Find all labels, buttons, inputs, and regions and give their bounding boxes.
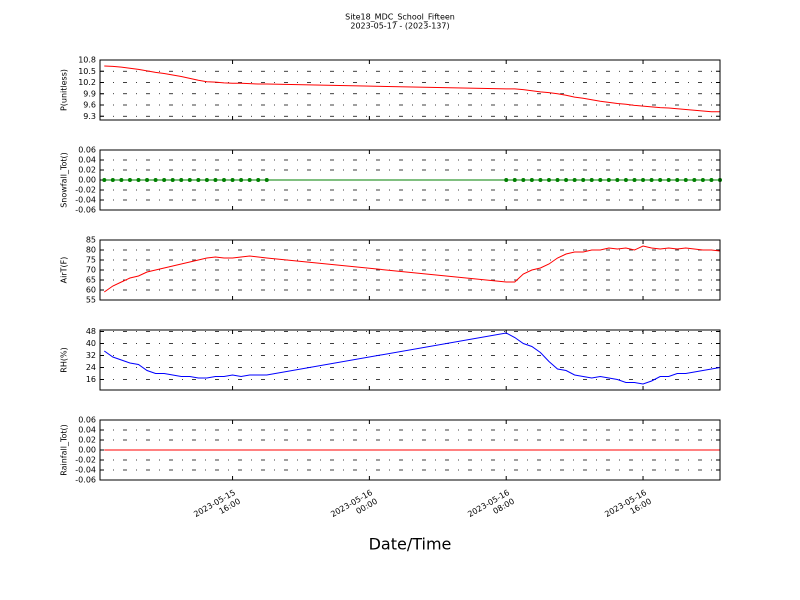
data-point	[127, 178, 132, 182]
data-point	[222, 178, 226, 182]
data-point	[512, 178, 517, 182]
y-tick-label: 10.2	[78, 78, 96, 87]
y-tick-label: -0.02	[75, 186, 96, 195]
y-tick-label: 80	[86, 246, 96, 255]
data-point	[110, 178, 115, 182]
data-point	[145, 178, 150, 182]
y-tick-label: 40	[86, 339, 96, 348]
y-tick-label: 0.02	[78, 166, 96, 175]
data-point	[162, 178, 167, 182]
data-point	[213, 178, 218, 182]
data-point	[632, 178, 637, 182]
y-tick-label: 10.8	[78, 56, 96, 65]
y-tick-label: 85	[86, 236, 96, 245]
data-point	[538, 178, 543, 182]
data-point	[256, 178, 261, 182]
x-axis-title: Date/Time	[369, 535, 452, 554]
data-point	[581, 178, 586, 182]
y-axis-title: P(unitless)	[60, 69, 69, 111]
data-point	[709, 178, 714, 182]
y-tick-label: 16	[86, 375, 96, 384]
panel-frame	[99, 329, 721, 391]
y-tick-label: -0.06	[75, 476, 96, 485]
chart-subtitle: 2023-05-17 - (2023-137)	[350, 22, 449, 31]
data-point	[264, 178, 269, 182]
y-tick-label: 9.3	[83, 112, 96, 121]
data-point	[598, 178, 603, 182]
data-point	[230, 178, 235, 182]
chart-title: Site18_MDC_School_Fifteen	[345, 13, 455, 22]
data-line	[103, 332, 721, 385]
data-point	[179, 178, 184, 182]
data-point	[615, 178, 620, 182]
data-point	[546, 178, 551, 182]
data-point	[555, 178, 560, 182]
y-axis-title: Rainfall_Tot()	[60, 424, 69, 476]
y-tick-label: 9.9	[83, 89, 96, 98]
y-tick-label: -0.04	[75, 466, 96, 475]
y-tick-label: 9.6	[83, 101, 96, 110]
data-line	[103, 245, 721, 293]
data-point	[589, 178, 594, 182]
data-point	[119, 178, 124, 182]
data-point	[675, 178, 680, 182]
data-point	[606, 178, 611, 182]
y-tick-label: 0.06	[78, 146, 96, 155]
y-tick-label: 55	[86, 296, 96, 305]
data-point	[153, 178, 158, 182]
data-point	[683, 178, 688, 182]
y-tick-label: 75	[86, 256, 96, 265]
y-axis-title: AirT(F)	[60, 257, 69, 284]
data-point	[572, 178, 577, 182]
data-point	[666, 178, 671, 182]
y-tick-label: 60	[86, 286, 96, 295]
data-point	[247, 178, 252, 182]
data-point	[521, 178, 526, 182]
y-tick-label: 65	[86, 276, 96, 285]
data-point	[239, 178, 244, 182]
data-point	[529, 178, 534, 182]
y-tick-label: 0.00	[78, 446, 96, 455]
y-tick-label: -0.04	[75, 196, 96, 205]
y-axis-title: RH(%)	[60, 347, 69, 372]
data-point	[623, 178, 628, 182]
y-tick-label: 0.02	[78, 436, 96, 445]
data-point	[196, 178, 201, 182]
data-point	[136, 178, 141, 182]
panel-frame	[99, 59, 721, 121]
data-point	[658, 178, 663, 182]
panel-frame	[99, 239, 721, 301]
data-point	[692, 178, 697, 182]
y-tick-label: 24	[86, 363, 96, 372]
data-point	[649, 178, 654, 182]
data-point	[102, 178, 107, 182]
panel-frame	[99, 419, 721, 481]
data-point	[700, 178, 705, 182]
data-line	[104, 65, 720, 113]
data-point	[641, 178, 646, 182]
y-tick-label: 10.5	[78, 67, 96, 76]
y-tick-label: 0.04	[78, 156, 96, 165]
data-point	[564, 178, 569, 182]
y-tick-label: 0.04	[78, 426, 96, 435]
y-tick-label: -0.02	[75, 456, 96, 465]
data-point	[187, 178, 192, 182]
y-axis-title: Snowfall_Tot()	[60, 152, 69, 208]
y-tick-label: -0.06	[75, 206, 96, 215]
y-tick-label: 32	[86, 351, 96, 360]
data-point	[504, 178, 509, 182]
panel-frame	[99, 149, 721, 211]
data-point	[170, 178, 175, 182]
y-tick-label: 70	[86, 266, 96, 275]
y-tick-label: 0.06	[78, 416, 96, 425]
y-tick-label: 0.00	[78, 176, 96, 185]
data-point	[204, 178, 209, 182]
y-tick-label: 48	[86, 327, 96, 336]
